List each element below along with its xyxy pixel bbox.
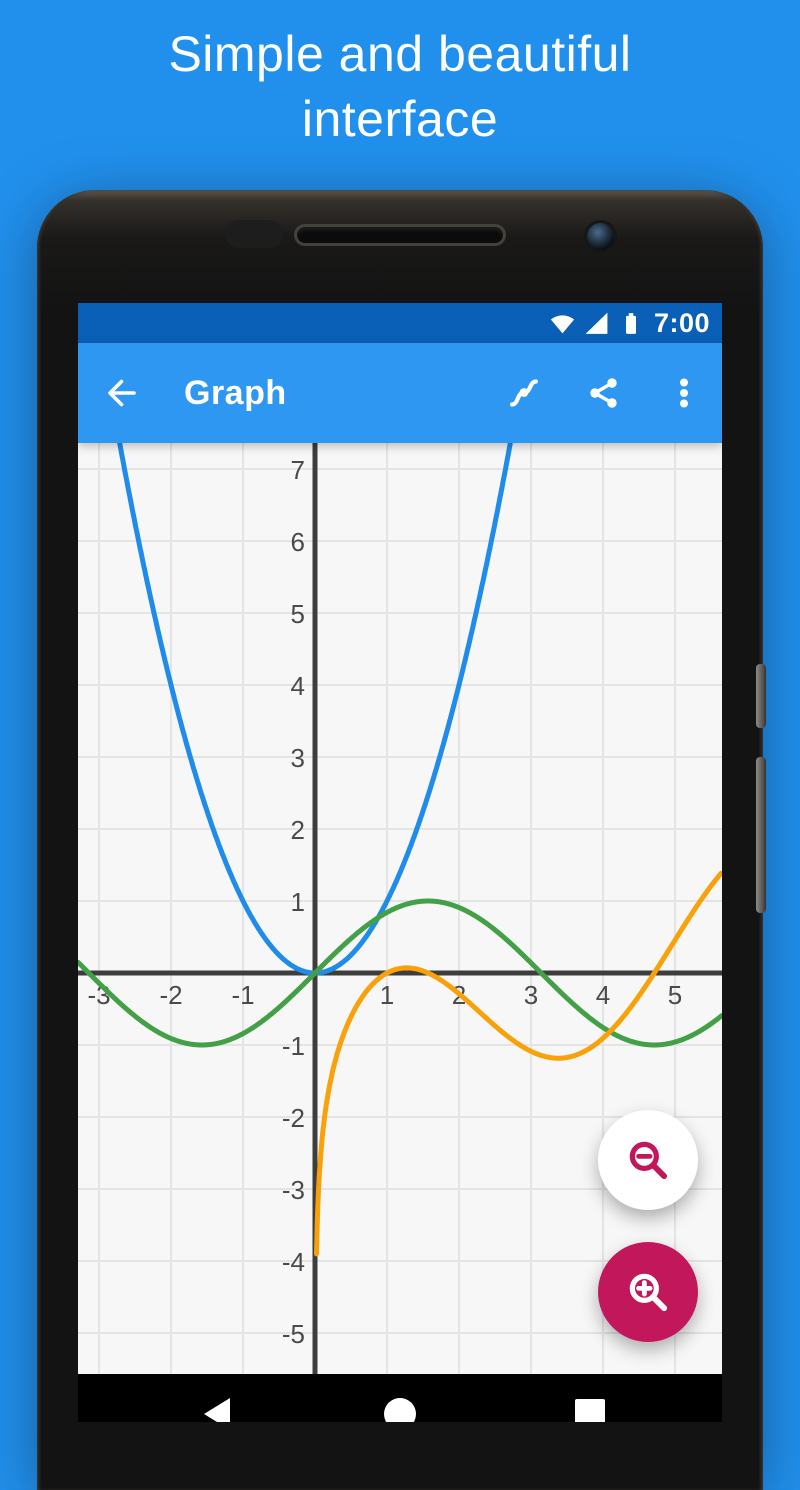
share-icon (590, 378, 617, 408)
phone-screen: 7:00 Graph (78, 303, 722, 1422)
magnifier-plus-icon (629, 1273, 668, 1312)
y-tick-label: -3 (282, 1175, 305, 1205)
nav-recents-button[interactable] (572, 1396, 608, 1422)
y-tick-label: -1 (282, 1031, 305, 1061)
proximity-sensor (225, 220, 283, 248)
recents-square-icon (575, 1399, 605, 1422)
y-tick-label: -2 (282, 1103, 305, 1133)
promo-title: Simple and beautiful interface (168, 26, 632, 147)
graph-canvas[interactable]: -3 -2 -1 1 2 3 4 5 7 6 5 4 3 2 1 -1 -2 -3 -4 -5 (78, 443, 722, 1374)
wifi-icon (549, 310, 576, 337)
back-triangle-icon (204, 1398, 230, 1422)
nav-back-button[interactable] (200, 1396, 236, 1422)
zoom-in-fab[interactable] (598, 1242, 698, 1342)
cellular-signal-icon (583, 310, 610, 337)
x-tick-label: 1 (380, 980, 394, 1010)
overflow-menu-button[interactable] (666, 375, 702, 411)
y-tick-label: 2 (291, 815, 305, 845)
x-tick-label: 3 (524, 980, 538, 1010)
x-tick-label: -1 (231, 980, 254, 1010)
curve-parabola (117, 443, 513, 976)
app-bar: Graph (78, 343, 722, 443)
home-circle-icon (384, 1398, 416, 1422)
y-tick-label: -4 (282, 1247, 305, 1277)
arrow-left-icon (108, 379, 136, 407)
status-bar: 7:00 (78, 303, 722, 343)
y-tick-label: 3 (291, 743, 305, 773)
x-tick-label: 5 (668, 980, 682, 1010)
nav-bar (78, 1374, 722, 1422)
back-button[interactable] (104, 375, 140, 411)
app-bar-title: Graph (184, 373, 287, 412)
nav-home-button[interactable] (382, 1396, 418, 1422)
volume-button (756, 757, 766, 913)
speaker-grille (294, 224, 506, 246)
share-button[interactable] (586, 375, 622, 411)
overflow-dots-icon (680, 378, 688, 408)
page: { "page": { "title": "Simple and beautif… (37, 26, 766, 1490)
function-curve-icon (509, 379, 539, 407)
y-tick-label: -5 (282, 1319, 305, 1349)
app-bar-actions (506, 375, 702, 411)
battery-icon (617, 310, 644, 337)
y-tick-label: 6 (291, 527, 305, 557)
zoom-out-fab[interactable] (598, 1110, 698, 1210)
y-tick-label: 4 (291, 671, 305, 701)
y-tick-label: 5 (291, 599, 305, 629)
magnifier-minus-icon (629, 1141, 668, 1180)
y-tick-label: 1 (291, 887, 305, 917)
status-time: 7:00 (653, 307, 710, 338)
front-camera (587, 223, 614, 250)
phone-frame: 7:00 Graph (37, 190, 766, 1490)
curve-sine (78, 898, 722, 1048)
power-button (756, 664, 766, 728)
x-tick-label: 4 (596, 980, 610, 1010)
function-curve-button[interactable] (506, 375, 542, 411)
y-tick-label: 7 (291, 455, 305, 485)
x-tick-label: -2 (159, 980, 182, 1010)
curve-log-cosine (314, 870, 722, 1257)
